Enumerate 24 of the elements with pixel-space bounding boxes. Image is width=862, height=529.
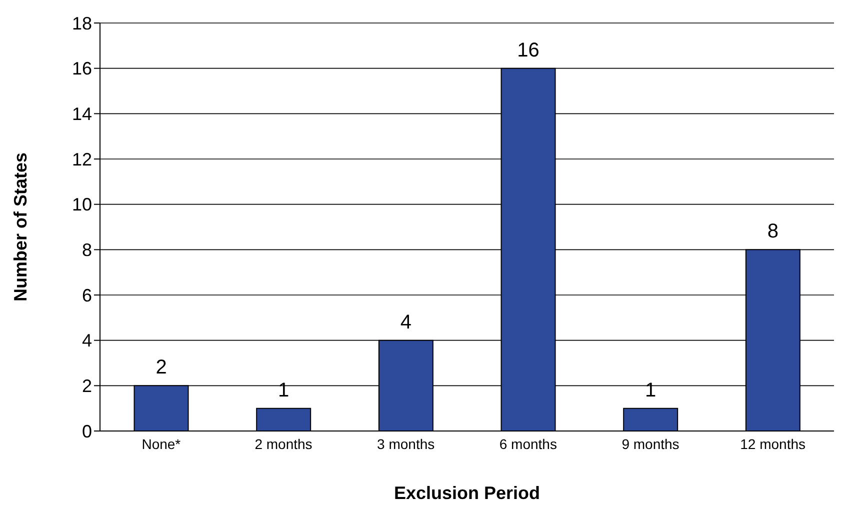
y-tick-label: 4 [82,330,92,351]
y-tick-label: 18 [72,13,92,34]
y-tick-label: 14 [72,104,92,124]
y-tick-label: 6 [82,285,92,306]
x-tick-label: None* [142,436,182,452]
data-label: 1 [645,379,656,402]
y-tick-label: 2 [82,376,92,396]
x-tick-label: 9 months [622,436,680,452]
data-label: 4 [400,311,412,334]
x-axis-title: Exclusion Period [394,483,540,503]
x-tick-label: 12 months [740,436,806,452]
y-tick-label: 16 [72,58,92,79]
y-tick-label: 8 [82,240,92,260]
x-tick-label: 2 months [254,436,312,452]
y-tick-label: 0 [82,421,92,442]
data-label: 1 [278,379,290,402]
y-axis-title: Number of States [10,152,30,302]
data-label: 2 [156,356,167,379]
y-tick-label: 10 [72,194,92,215]
x-tick-label: 3 months [377,436,435,452]
y-tick-label: 12 [72,149,92,170]
x-tick-label: 6 months [499,436,557,452]
data-label: 8 [767,220,778,243]
data-label: 16 [517,39,540,62]
